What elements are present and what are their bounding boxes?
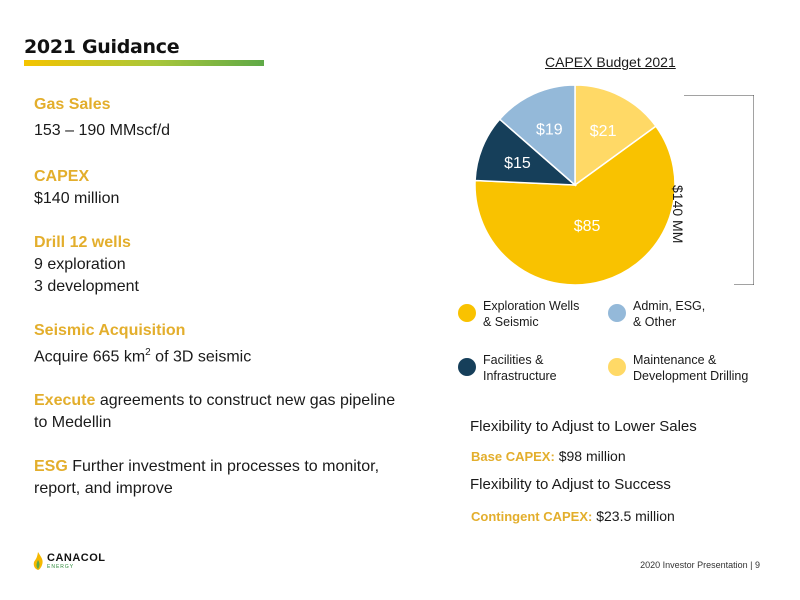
legend-item-exploration: Exploration Wells & Seismic [458, 298, 579, 330]
total-label: $140 MM [670, 185, 686, 244]
page-title: 2021 Guidance [24, 36, 180, 58]
capex-value: $140 million [34, 190, 120, 207]
pie-slice [474, 125, 676, 286]
drill-development: 3 development [34, 278, 139, 295]
guidance-list: Gas Sales 153 – 190 MMscf/d CAPEX $140 m… [34, 94, 414, 522]
flame-icon [33, 552, 43, 570]
base-capex-value: $98 million [554, 448, 626, 464]
legend-label: Infrastructure [483, 369, 557, 383]
legend-label: Facilities & [483, 353, 544, 367]
chart-legend: Exploration Wells & Seismic Admin, ESG, & … [458, 298, 788, 398]
seismic-value-post: of 3D seismic [150, 348, 252, 366]
legend-swatch [608, 304, 626, 322]
base-capex-line: Base CAPEX: $98 million [471, 448, 626, 465]
gas-sales-block: Gas Sales 153 – 190 MMscf/d [34, 94, 414, 142]
pie-slice-label: $85 [574, 218, 601, 235]
base-capex-label: Base CAPEX: [471, 449, 555, 464]
canacol-logo: CANACOL ENERGY [32, 552, 106, 570]
legend-label: & Other [633, 315, 677, 329]
seismic-value-pre: Acquire 665 km [34, 348, 146, 366]
pie-slice [474, 118, 578, 186]
legend-label: Admin, ESG, [633, 299, 706, 313]
contingent-capex-line: Contingent CAPEX: $23.5 million [471, 508, 675, 525]
esg-text: Further investment in processes to monit… [67, 458, 380, 476]
contingent-capex-label: Contingent CAPEX: [471, 509, 593, 524]
gas-sales-value: 153 – 190 MMscf/d [34, 122, 171, 139]
total-bracket [684, 95, 754, 285]
execute-lead: Execute [34, 392, 96, 410]
execute-text: agreements to construct new gas pipeline [95, 392, 396, 410]
execute-block: Execute agreements to construct new gas … [34, 390, 414, 434]
chart-title: CAPEX Budget 2021 [545, 54, 676, 70]
drill-exploration: 9 exploration [34, 256, 126, 273]
pie-slice-label: $21 [590, 123, 617, 140]
flex-success-heading: Flexibility to Adjust to Success [470, 476, 671, 493]
legend-swatch [608, 358, 626, 376]
title-underline-bar [24, 60, 264, 66]
legend-swatch [458, 358, 476, 376]
capex-pie-chart: $21 $85 $15 $19 [474, 85, 676, 286]
gas-sales-heading: Gas Sales [34, 96, 111, 113]
esg-lead: ESG [34, 458, 68, 476]
drill-block: Drill 12 wells 9 exploration 3 developme… [34, 232, 414, 298]
logo-subtext: ENERGY [47, 563, 75, 570]
pie-slice [574, 85, 657, 187]
esg-block: ESG Further investment in processes to m… [34, 456, 414, 500]
capex-block: CAPEX $140 million [34, 166, 414, 210]
pie-slice-label: $15 [504, 155, 531, 172]
legend-item-admin: Admin, ESG, & Other [608, 298, 705, 330]
esg-text-2: report, and improve [34, 480, 173, 498]
drill-heading: Drill 12 wells [34, 234, 131, 251]
legend-label: Maintenance & [633, 353, 717, 367]
seismic-heading: Seismic Acquisition [34, 322, 186, 339]
seismic-value-sup: 2 [145, 347, 151, 358]
flex-lower-heading: Flexibility to Adjust to Lower Sales [470, 418, 697, 435]
seismic-block: Seismic Acquisition Acquire 665 km2 of 3… [34, 320, 414, 368]
legend-item-maintenance: Maintenance & Development Drilling [608, 352, 748, 384]
page-footer: 2020 Investor Presentation | 9 [640, 560, 760, 570]
execute-text-2: to Medellin [34, 414, 112, 432]
legend-label: & Seismic [483, 315, 539, 329]
pie-slice-label: $19 [536, 122, 563, 139]
legend-item-facilities: Facilities & Infrastructure [458, 352, 557, 384]
seismic-value: Acquire 665 km2 of 3D seismic [34, 342, 414, 368]
pie-slice [498, 85, 576, 187]
logo-text: CANACOL [47, 551, 106, 564]
legend-label: Development Drilling [633, 369, 749, 383]
contingent-capex-value: $23.5 million [592, 508, 675, 524]
capex-heading: CAPEX [34, 168, 90, 185]
legend-swatch [458, 304, 476, 322]
legend-label: Exploration Wells [483, 299, 580, 313]
